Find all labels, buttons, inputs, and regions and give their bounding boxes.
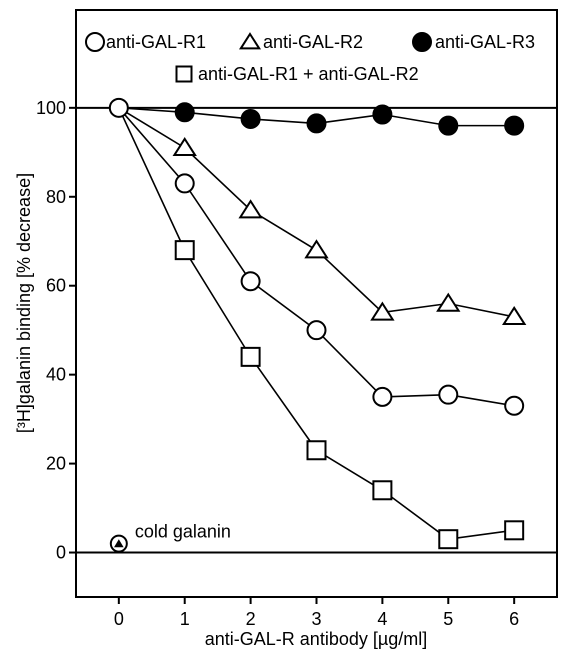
reference-lines: [76, 106, 557, 554]
legend-label-series-1: anti-GAL-R1: [106, 32, 206, 52]
legend: anti-GAL-R1 anti-GAL-R2 anti-GAL-R3 anti…: [85, 32, 535, 84]
series-layer: [108, 97, 527, 550]
y-tick-label: 20: [46, 454, 66, 474]
legend-marker-series-4: [175, 65, 193, 83]
data-point-series-4: [504, 520, 525, 541]
data-point-series-4: [438, 529, 459, 550]
y-tick-label: 80: [46, 187, 66, 207]
data-point-series-2: [304, 239, 329, 259]
y-tick-label: 60: [46, 276, 66, 296]
data-point-series-2: [370, 301, 395, 321]
data-point-series-4: [174, 240, 195, 261]
data-point-series-1: [438, 384, 459, 405]
y-tick-label: 100: [36, 98, 66, 118]
data-point-series-3: [372, 104, 393, 125]
data-point-series-2: [501, 305, 527, 326]
x-tick-label: 0: [114, 609, 124, 629]
data-point-series-1: [240, 271, 261, 292]
data-point-series-1: [174, 173, 195, 194]
legend-marker-series-1: [85, 32, 105, 52]
x-tick-label: 1: [180, 609, 190, 629]
x-tick-label: 2: [246, 609, 256, 629]
data-point-series-4: [372, 480, 393, 501]
cold-galanin-marker: [109, 534, 128, 553]
legend-marker-series-3: [412, 32, 432, 52]
data-point-series-1: [306, 320, 327, 341]
data-point-series-3: [306, 113, 327, 134]
annotation-label: cold galanin: [135, 522, 231, 542]
y-tick-label: 40: [46, 365, 66, 385]
data-point-series-1: [372, 386, 393, 407]
data-point-series-4: [306, 440, 327, 461]
data-point-series-1: [504, 395, 525, 416]
x-tick-label: 4: [377, 609, 387, 629]
x-tick-label: 3: [311, 609, 321, 629]
data-point-series-2: [172, 136, 197, 157]
legend-label-series-2: anti-GAL-R2: [263, 32, 363, 52]
y-tick-label: 0: [56, 543, 66, 563]
y-axis: 0 20 40 60 80 100: [36, 98, 76, 563]
x-tick-label: 5: [443, 609, 453, 629]
y-axis-title: [³H]galanin binding [% decrease]: [14, 173, 34, 433]
data-point-series-3: [174, 102, 195, 123]
data-point-series-2: [436, 292, 461, 312]
x-axis: 0 1 2 3 4 5 6: [114, 597, 519, 629]
legend-label-series-3: anti-GAL-R3: [435, 32, 535, 52]
data-point-series-3: [504, 115, 525, 136]
series-line-2: [118, 107, 515, 318]
cold-galanin-marker-triangle: [114, 539, 124, 548]
data-point-series-4: [240, 346, 261, 367]
x-tick-label: 6: [509, 609, 519, 629]
annotation-layer: cold galanin: [109, 522, 231, 553]
plot-frame: [75, 9, 558, 598]
data-point-series-1: [108, 97, 129, 118]
data-point-series-2: [238, 199, 263, 219]
data-point-series-3: [240, 108, 261, 129]
x-axis-title: anti-GAL-R antibody [µg/ml]: [205, 629, 427, 649]
legend-label-series-4: anti-GAL-R1 + anti-GAL-R2: [198, 64, 419, 84]
data-point-series-3: [438, 115, 459, 136]
legend-marker-series-2: [238, 32, 262, 50]
